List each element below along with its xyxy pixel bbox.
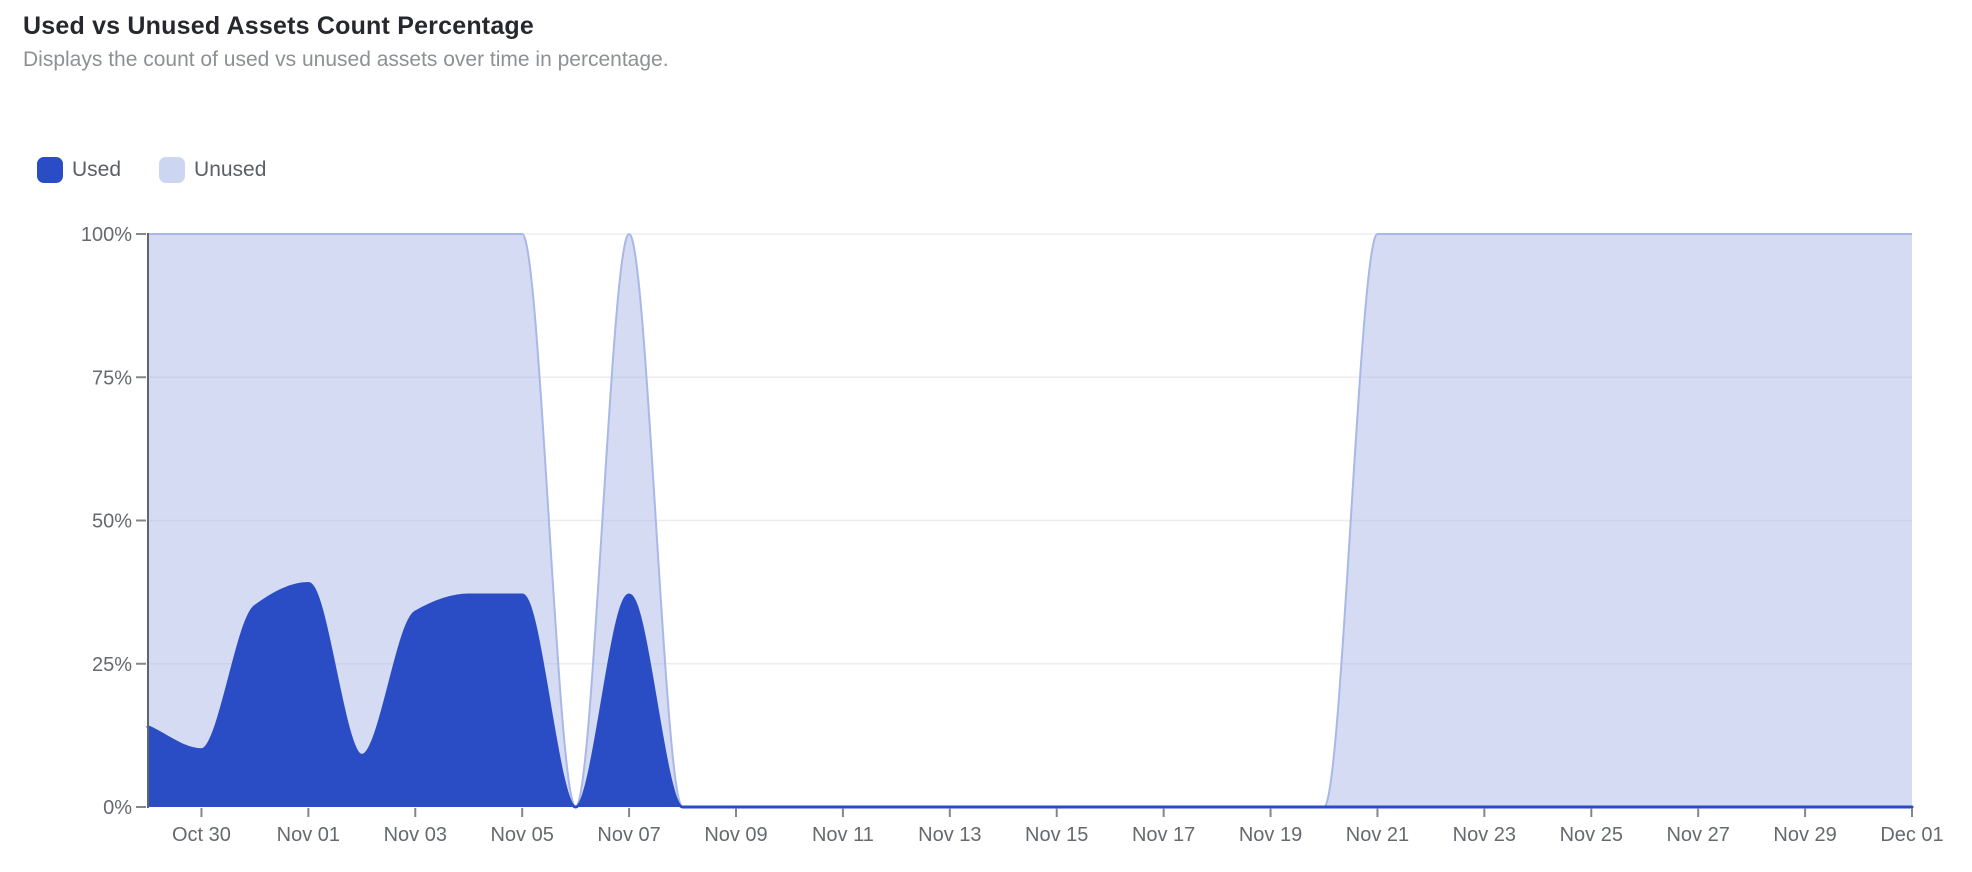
x-tick-label: Dec 01 — [1880, 824, 1943, 846]
x-tick-label: Nov 19 — [1239, 824, 1302, 846]
x-tick-label: Nov 11 — [812, 824, 874, 846]
legend-item-used[interactable]: Used — [37, 157, 121, 183]
x-tick-label: Nov 01 — [277, 824, 340, 846]
x-tick-label: Nov 23 — [1453, 824, 1516, 846]
x-tick-label: Nov 15 — [1025, 824, 1088, 846]
legend-swatch-used-icon — [37, 157, 63, 183]
legend-label-unused: Unused — [194, 158, 267, 181]
legend-item-unused[interactable]: Unused — [159, 157, 266, 183]
x-tick-label: Nov 03 — [384, 824, 447, 846]
y-tick-label: 0% — [103, 797, 132, 819]
x-tick-label: Nov 21 — [1346, 824, 1409, 846]
legend-label-used: Used — [72, 158, 122, 181]
x-tick-label: Nov 29 — [1773, 824, 1836, 846]
x-tick-label: Nov 07 — [597, 824, 660, 846]
x-tick-label: Nov 27 — [1666, 824, 1729, 846]
y-tick-label: 75% — [92, 367, 132, 389]
chart-legend: Used Unused — [37, 157, 266, 183]
legend-swatch-unused-icon — [159, 157, 186, 183]
x-tick-label: Nov 13 — [918, 824, 981, 846]
unused-area[interactable] — [148, 234, 1912, 807]
x-tick-label: Nov 05 — [490, 824, 553, 846]
chart-title: Used vs Unused Assets Count Percentage — [23, 12, 534, 40]
y-tick-label: 100% — [81, 224, 132, 246]
used-area[interactable] — [148, 583, 1912, 807]
x-tick-label: Nov 25 — [1560, 824, 1623, 846]
y-tick-label: 50% — [92, 511, 132, 533]
x-tick-label: Nov 17 — [1132, 824, 1195, 846]
y-tick-label: 25% — [92, 654, 132, 676]
used-line — [146, 582, 1914, 809]
x-tick-label: Nov 09 — [704, 824, 767, 846]
x-tick-label: Oct 30 — [172, 824, 231, 846]
chart-subtitle: Displays the count of used vs unused ass… — [23, 48, 669, 71]
